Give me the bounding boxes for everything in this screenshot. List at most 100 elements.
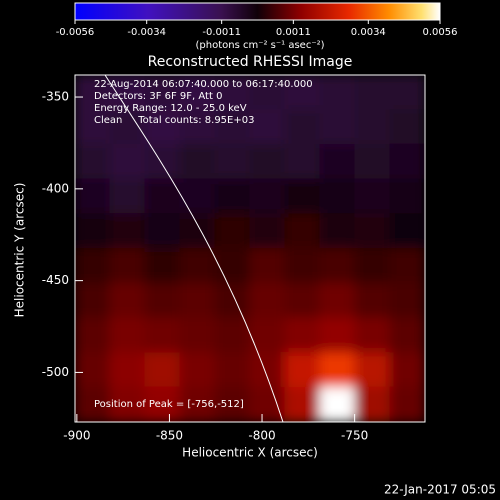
cell: [389, 75, 425, 111]
colorbar-tick-label: 0.0056: [423, 27, 458, 38]
cell: [75, 178, 111, 215]
cell: [144, 282, 181, 319]
x-tick-label: -900: [63, 429, 90, 443]
y-tick-label: -450: [42, 273, 69, 287]
cell: [249, 213, 286, 249]
cell: [354, 178, 391, 215]
cell: [75, 109, 111, 145]
cell: [109, 386, 146, 422]
cell: [249, 282, 286, 319]
cell: [354, 248, 391, 284]
cell: [319, 352, 356, 388]
cell: [179, 75, 216, 111]
cell: [284, 178, 321, 215]
cell: [284, 143, 321, 180]
y-tick-label: -400: [42, 181, 69, 195]
cell: [389, 213, 425, 249]
colorbar-tick-label: -0.0034: [127, 27, 166, 38]
cell: [284, 213, 321, 249]
cell: [354, 109, 391, 145]
cell: [109, 317, 146, 354]
solar-limb: [104, 75, 284, 422]
cell: [214, 386, 251, 422]
annotation: 22-Aug-2014 06:07:40.000 to 06:17:40.000: [94, 79, 313, 90]
cell: [109, 178, 146, 215]
image: [75, 75, 425, 422]
cell: [249, 143, 286, 180]
annotation: Energy Range: 12.0 - 25.0 keV: [94, 103, 247, 114]
cell: [109, 282, 146, 319]
cell: [109, 75, 146, 111]
colorbar-label: (photons cm⁻² s⁻¹ asec⁻²): [195, 40, 324, 51]
cell: [144, 75, 181, 111]
cell: [144, 143, 181, 180]
cell: [75, 352, 111, 388]
cell: [389, 317, 425, 354]
cell: [214, 248, 251, 284]
cell: [284, 248, 321, 284]
cell: [354, 386, 391, 422]
cell: [354, 75, 391, 111]
cell: [319, 109, 356, 145]
cell: [214, 317, 251, 354]
cell: [109, 143, 146, 180]
cell: [75, 75, 111, 111]
colorbar: [74, 2, 441, 21]
cell: [144, 213, 181, 249]
plot-frame: [74, 74, 426, 423]
cell: [179, 143, 216, 180]
y-tick-label: -500: [42, 365, 69, 379]
cell: [319, 248, 356, 284]
cell: [109, 109, 146, 145]
cell: [75, 213, 111, 249]
colorbar-tick-label: -0.0056: [56, 27, 95, 38]
peak-label: Position of Peak = [-756,-512]: [94, 399, 244, 410]
cell: [75, 282, 111, 319]
cell: [214, 75, 251, 111]
cell: [179, 109, 216, 145]
cell: [249, 75, 286, 111]
cell: [319, 282, 356, 319]
annotation: Clean Total counts: 8.95E+03: [94, 115, 254, 126]
cell: [214, 143, 251, 180]
cell: [319, 143, 356, 180]
x-tick-label: -750: [341, 429, 368, 443]
cell: [75, 386, 111, 422]
cell: [249, 248, 286, 284]
cell: [284, 352, 321, 388]
cell: [179, 178, 216, 215]
cell: [214, 352, 251, 388]
cell: [354, 317, 391, 354]
cell: [284, 386, 321, 422]
cell: [284, 75, 321, 111]
colorbar-tick-label: 0.0011: [276, 27, 311, 38]
x-tick-label: -800: [248, 429, 275, 443]
y-tick-label: -350: [42, 90, 69, 104]
cell: [249, 352, 286, 388]
annotation: Detectors: 3F 6F 9F, Att 0: [94, 91, 222, 102]
cell: [214, 109, 251, 145]
cell: [144, 352, 181, 388]
timestamp: 22-Jan-2017 05:05: [384, 483, 496, 497]
cell: [179, 248, 216, 284]
cells: [75, 75, 425, 422]
cell: [284, 109, 321, 145]
cell: [389, 248, 425, 284]
cell: [144, 386, 181, 422]
cell: [75, 248, 111, 284]
cell: [354, 282, 391, 319]
cell: [109, 213, 146, 249]
cell: [179, 317, 216, 354]
cell: [249, 178, 286, 215]
cell: [354, 143, 391, 180]
cell: [75, 143, 111, 180]
cell: [284, 317, 321, 354]
cell: [319, 213, 356, 249]
cell: [389, 178, 425, 215]
cell: [249, 386, 286, 422]
cell: [179, 213, 216, 249]
chart-title: Reconstructed RHESSI Image: [148, 54, 353, 70]
cell: [214, 178, 251, 215]
